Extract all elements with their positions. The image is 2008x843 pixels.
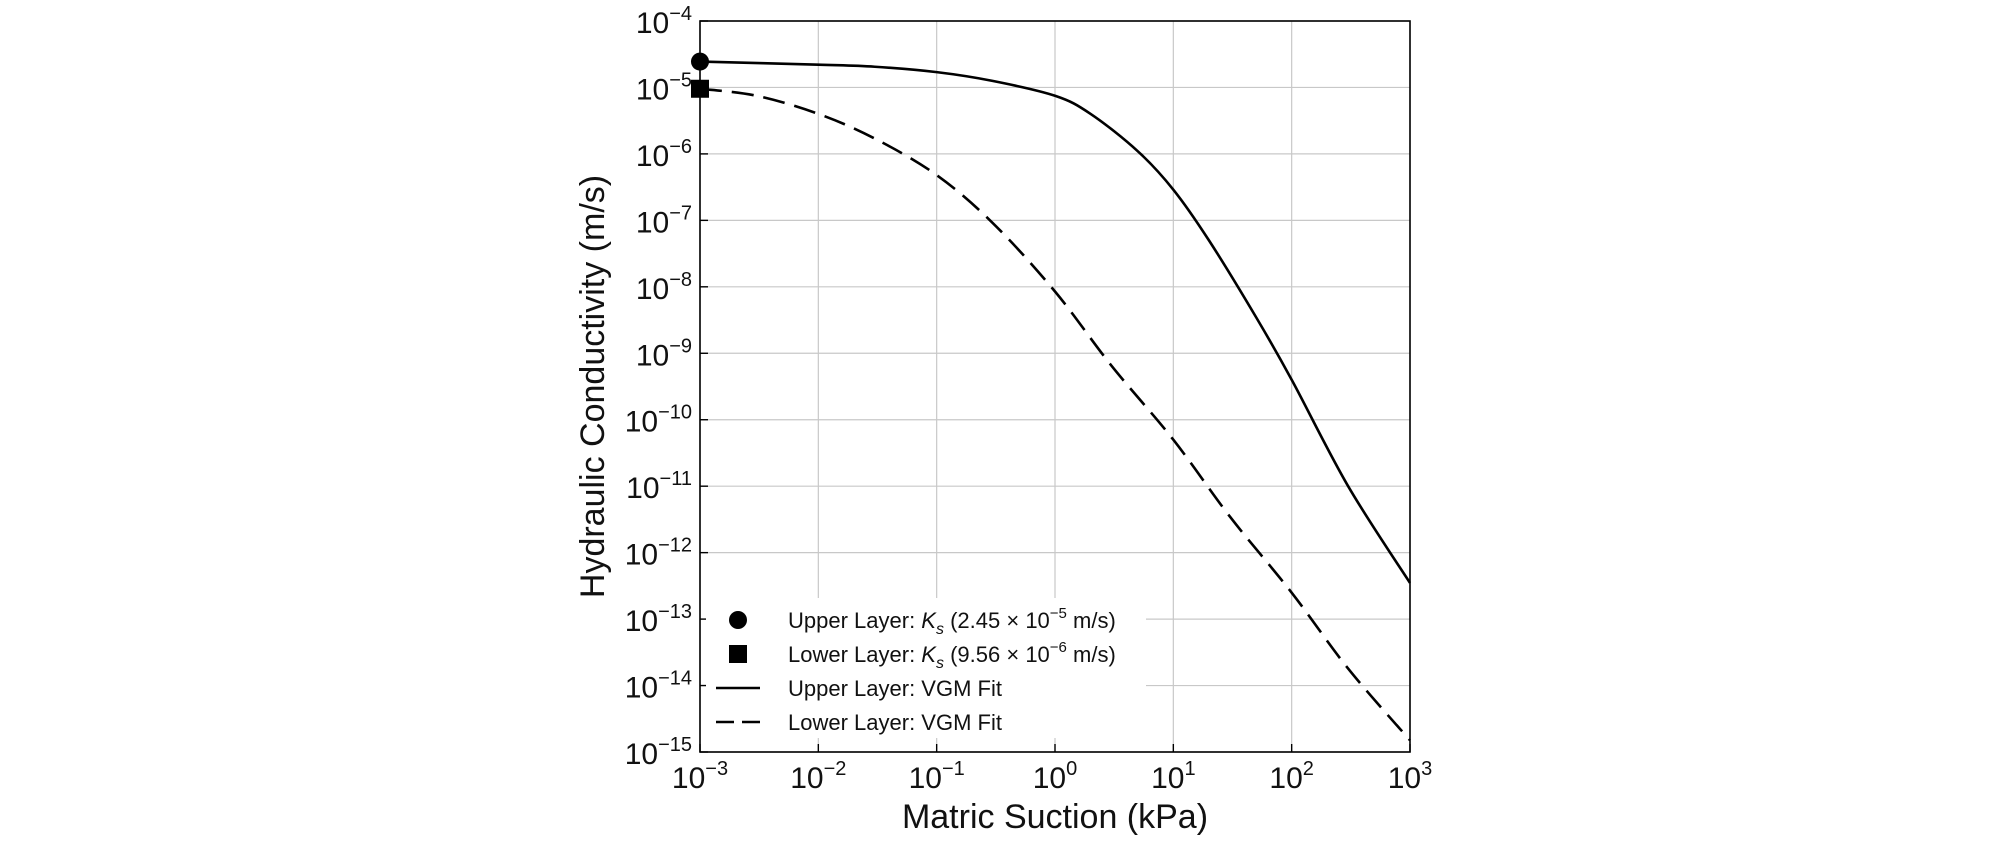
legend-square-marker xyxy=(729,645,747,663)
legend-background xyxy=(706,598,1146,738)
y-tick-label: 10−9 xyxy=(636,335,692,372)
y-tick-label: 10−14 xyxy=(625,668,692,705)
y-tick-label: 10−6 xyxy=(636,136,692,173)
x-tick-label: 100 xyxy=(1033,758,1078,795)
x-axis-title: Matric Suction (kPa) xyxy=(902,798,1208,836)
x-tick-label: 103 xyxy=(1388,758,1433,795)
y-tick-label: 10−5 xyxy=(636,69,692,106)
y-tick-label: 10−10 xyxy=(625,402,692,439)
x-tick-label: 102 xyxy=(1269,758,1314,795)
ticks: 10−3 10−2 10−1 100 101 102 103 10−4 10−5 10−6 10−7… xyxy=(625,3,1433,795)
legend: Upper Layer: Ks (2.45 × 10−5 m/s)Lower L… xyxy=(706,598,1146,738)
y-axis-title: Hydraulic Conductivity (m/s) xyxy=(574,175,612,598)
lower-layer-vgm-curve xyxy=(699,87,1411,742)
x-tick-label: 10−2 xyxy=(790,758,846,795)
x-tick-label: 101 xyxy=(1151,758,1196,795)
y-tick-label: 10−15 xyxy=(625,734,692,771)
legend-label: Lower Layer: VGM Fit xyxy=(788,710,1002,735)
y-tick-label: 10−7 xyxy=(636,202,692,239)
upper-layer-vgm-curve xyxy=(699,60,1412,584)
y-tick-label: 10−8 xyxy=(636,269,692,306)
y-tick-label: 10−13 xyxy=(625,601,692,638)
legend-label: Upper Layer: VGM Fit xyxy=(788,676,1002,701)
y-tick-label: 10−11 xyxy=(626,468,692,505)
legend-label: Upper Layer: Ks (2.45 × 10−5 m/s) xyxy=(788,605,1116,638)
curves xyxy=(699,60,1412,742)
legend-circle-marker xyxy=(729,611,747,629)
y-tick-label: 10−4 xyxy=(636,3,692,40)
x-tick-label: 10−3 xyxy=(672,758,728,795)
y-tick-label: 10−12 xyxy=(625,535,692,572)
legend-label: Lower Layer: Ks (9.56 × 10−6 m/s) xyxy=(788,639,1116,672)
x-tick-label: 10−1 xyxy=(909,758,965,795)
